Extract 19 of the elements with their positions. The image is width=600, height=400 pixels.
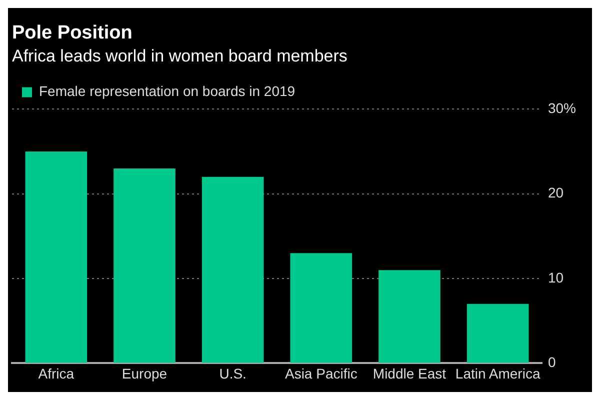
x-tick-label: U.S. (219, 365, 246, 382)
y-tick-label: 10 (548, 269, 564, 286)
x-tick-label: Africa (38, 365, 74, 382)
bar (202, 176, 264, 363)
bar (114, 168, 176, 363)
legend-label: Female representation on boards in 2019 (39, 83, 296, 100)
chart-title: Pole Position (12, 22, 132, 44)
y-tick-label: 20 (548, 184, 564, 201)
x-tick-label: Europe (122, 365, 168, 382)
bar (290, 253, 352, 363)
bar (378, 270, 440, 363)
x-tick-label: Asia Pacific (284, 365, 358, 382)
bar (466, 304, 529, 363)
y-tick-label: 30% (548, 100, 576, 116)
bar (25, 152, 88, 363)
y-tick-label: 0 (548, 354, 556, 370)
x-tick-label: Latin America (455, 365, 540, 382)
chart-subtitle: Africa leads world in women board members (12, 46, 348, 66)
x-tick-label: Middle East (372, 365, 446, 382)
